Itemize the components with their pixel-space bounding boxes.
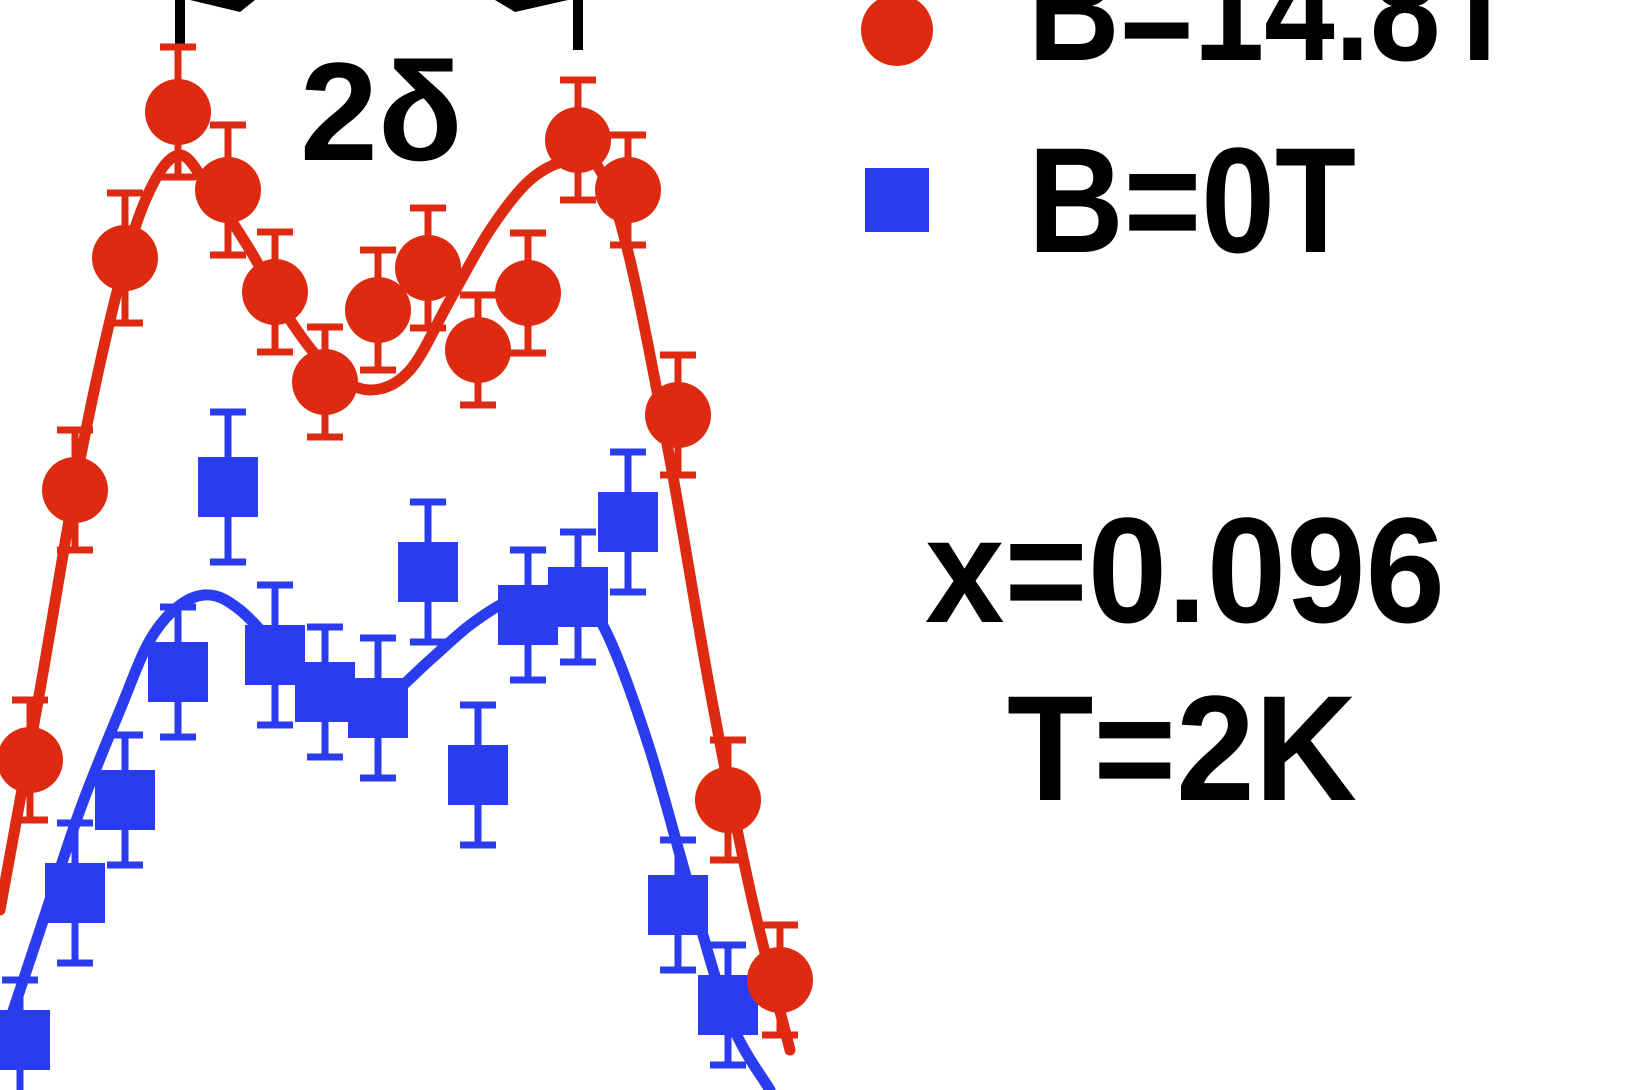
data-point-square (45, 863, 105, 923)
data-point-circle (345, 277, 411, 343)
bracket-left-arrow (190, 0, 255, 12)
data-point-circle (0, 727, 63, 793)
data-point-circle (495, 260, 561, 326)
gap-label: 2δ (300, 33, 463, 190)
data-point-square (95, 770, 155, 830)
data-point-square (598, 492, 658, 552)
doping-annotation: x=0.096 (925, 486, 1445, 654)
bracket-right-arrow (495, 0, 568, 12)
data-point-square (198, 457, 258, 517)
data-point-circle (395, 235, 461, 301)
data-point-square (295, 662, 355, 722)
data-point-circle (242, 259, 308, 325)
data-point-square (448, 745, 508, 805)
data-point-square (148, 642, 208, 702)
data-point-circle (595, 157, 661, 223)
fit-curve (0, 583, 776, 1090)
data-point-circle (292, 349, 358, 415)
fit-curve (0, 149, 796, 1056)
data-point-circle (195, 157, 261, 223)
plot-area (0, 43, 813, 1090)
data-point-circle (747, 947, 813, 1013)
legend: B=14.8T B=0T (861, 0, 1518, 284)
temperature-annotation: T=2K (1007, 664, 1357, 832)
legend-label-series-2: B=0T (1028, 116, 1356, 284)
data-point-square (398, 542, 458, 602)
data-point-circle (92, 225, 158, 291)
legend-marker-blue-square (865, 168, 929, 232)
data-point-circle (645, 382, 711, 448)
legend-label-series-1: B=14.8T (1028, 0, 1518, 92)
data-point-square (548, 567, 608, 627)
legend-marker-red-circle (861, 0, 933, 66)
data-point-circle (445, 317, 511, 383)
data-point-circle (695, 767, 761, 833)
data-point-circle (145, 79, 211, 145)
gap-bracket (175, 0, 583, 50)
data-point-square (0, 1010, 50, 1070)
data-point-circle (545, 107, 611, 173)
data-point-circle (42, 457, 108, 523)
data-point-square (648, 875, 708, 935)
data-point-square (348, 678, 408, 738)
